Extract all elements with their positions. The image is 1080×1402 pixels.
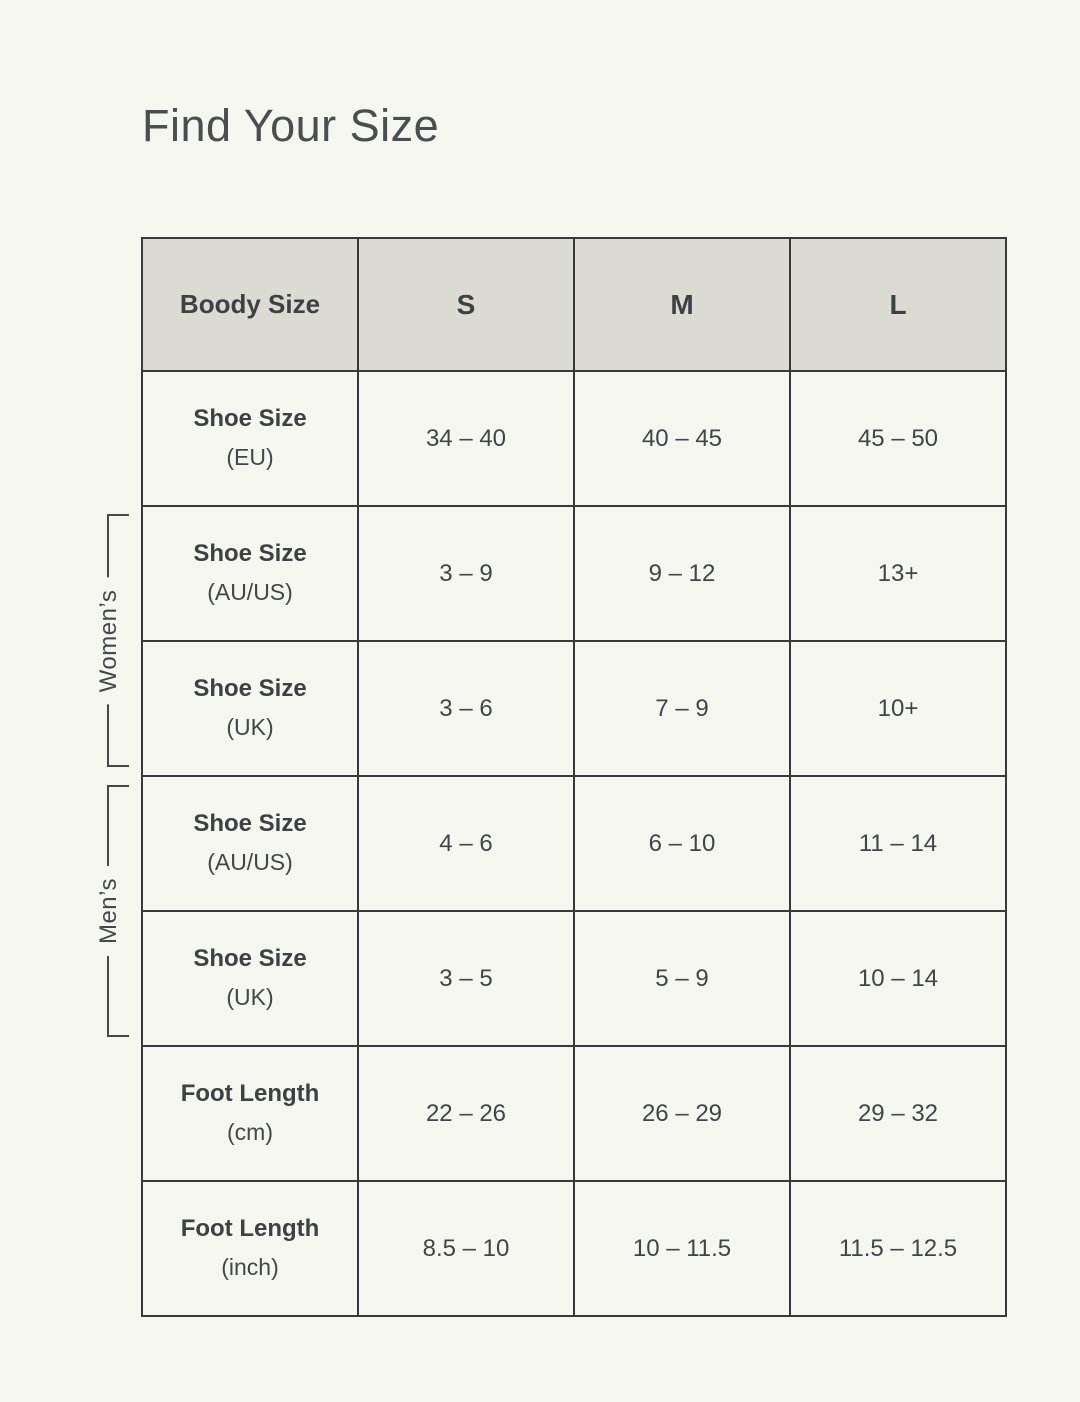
mens-group-bracket: Men’s xyxy=(95,785,129,1037)
row-label: Shoe Size xyxy=(193,540,307,568)
row-label: Shoe Size xyxy=(193,405,307,433)
table-row-womens-shoe-size-uk: Shoe Size (UK) 3 – 6 7 – 9 10+ xyxy=(141,640,1007,777)
cell-value: 11 – 14 xyxy=(789,775,1007,912)
cell-value: 34 – 40 xyxy=(357,370,575,507)
table-row-foot-length-inch: Foot Length (inch) 8.5 – 10 10 – 11.5 11… xyxy=(141,1180,1007,1317)
size-table: Boody Size S M L Shoe Size (EU) 34 – 40 … xyxy=(141,237,1007,1317)
cell-value: 7 – 9 xyxy=(573,640,791,777)
cell-value: 22 – 26 xyxy=(357,1045,575,1182)
cell-value: 10 – 14 xyxy=(789,910,1007,1047)
row-header: Shoe Size (UK) xyxy=(141,640,359,777)
row-unit: (UK) xyxy=(226,983,274,1010)
row-unit: (EU) xyxy=(226,443,274,470)
table-row-mens-shoe-size-au-us: Shoe Size (AU/US) 4 – 6 6 – 10 11 – 14 xyxy=(141,775,1007,912)
row-unit: (inch) xyxy=(221,1253,279,1280)
table-row-foot-length-cm: Foot Length (cm) 22 – 26 26 – 29 29 – 32 xyxy=(141,1045,1007,1182)
row-header: Foot Length (cm) xyxy=(141,1045,359,1182)
cell-value: 11.5 – 12.5 xyxy=(789,1180,1007,1317)
womens-group-bracket: Women’s xyxy=(95,514,129,767)
size-table-container: Boody Size S M L Shoe Size (EU) 34 – 40 … xyxy=(141,237,1007,1317)
cell-value: 3 – 6 xyxy=(357,640,575,777)
row-header: Shoe Size (UK) xyxy=(141,910,359,1047)
cell-value: 4 – 6 xyxy=(357,775,575,912)
header-boody-size: Boody Size xyxy=(141,237,359,372)
cell-value: 6 – 10 xyxy=(573,775,791,912)
cell-value: 3 – 5 xyxy=(357,910,575,1047)
cell-value: 45 – 50 xyxy=(789,370,1007,507)
table-row-womens-shoe-size-au-us: Shoe Size (AU/US) 3 – 9 9 – 12 13+ xyxy=(141,505,1007,642)
cell-value: 8.5 – 10 xyxy=(357,1180,575,1317)
womens-group-label: Women’s xyxy=(95,577,123,704)
mens-group-label: Men’s xyxy=(95,865,123,957)
header-size-m: M xyxy=(573,237,791,372)
header-row: Boody Size S M L xyxy=(141,237,1007,372)
header-size-s: S xyxy=(357,237,575,372)
row-unit: (UK) xyxy=(226,713,274,740)
cell-value: 5 – 9 xyxy=(573,910,791,1047)
row-header: Foot Length (inch) xyxy=(141,1180,359,1317)
row-label: Foot Length xyxy=(180,1215,320,1243)
row-unit: (cm) xyxy=(227,1118,273,1145)
cell-value: 10+ xyxy=(789,640,1007,777)
cell-value: 26 – 29 xyxy=(573,1045,791,1182)
page-title: Find Your Size xyxy=(142,100,440,151)
cell-value: 3 – 9 xyxy=(357,505,575,642)
cell-value: 9 – 12 xyxy=(573,505,791,642)
row-label: Shoe Size xyxy=(193,675,307,703)
cell-value: 40 – 45 xyxy=(573,370,791,507)
row-header: Shoe Size (EU) xyxy=(141,370,359,507)
row-label: Shoe Size xyxy=(193,810,307,838)
row-unit: (AU/US) xyxy=(207,848,293,875)
header-size-l: L xyxy=(789,237,1007,372)
table-row-shoe-size-eu: Shoe Size (EU) 34 – 40 40 – 45 45 – 50 xyxy=(141,370,1007,507)
row-header: Shoe Size (AU/US) xyxy=(141,775,359,912)
row-label: Foot Length xyxy=(180,1080,320,1108)
table-row-mens-shoe-size-uk: Shoe Size (UK) 3 – 5 5 – 9 10 – 14 xyxy=(141,910,1007,1047)
cell-value: 10 – 11.5 xyxy=(573,1180,791,1317)
cell-value: 29 – 32 xyxy=(789,1045,1007,1182)
row-unit: (AU/US) xyxy=(207,578,293,605)
cell-value: 13+ xyxy=(789,505,1007,642)
row-header: Shoe Size (AU/US) xyxy=(141,505,359,642)
row-label: Shoe Size xyxy=(193,945,307,973)
